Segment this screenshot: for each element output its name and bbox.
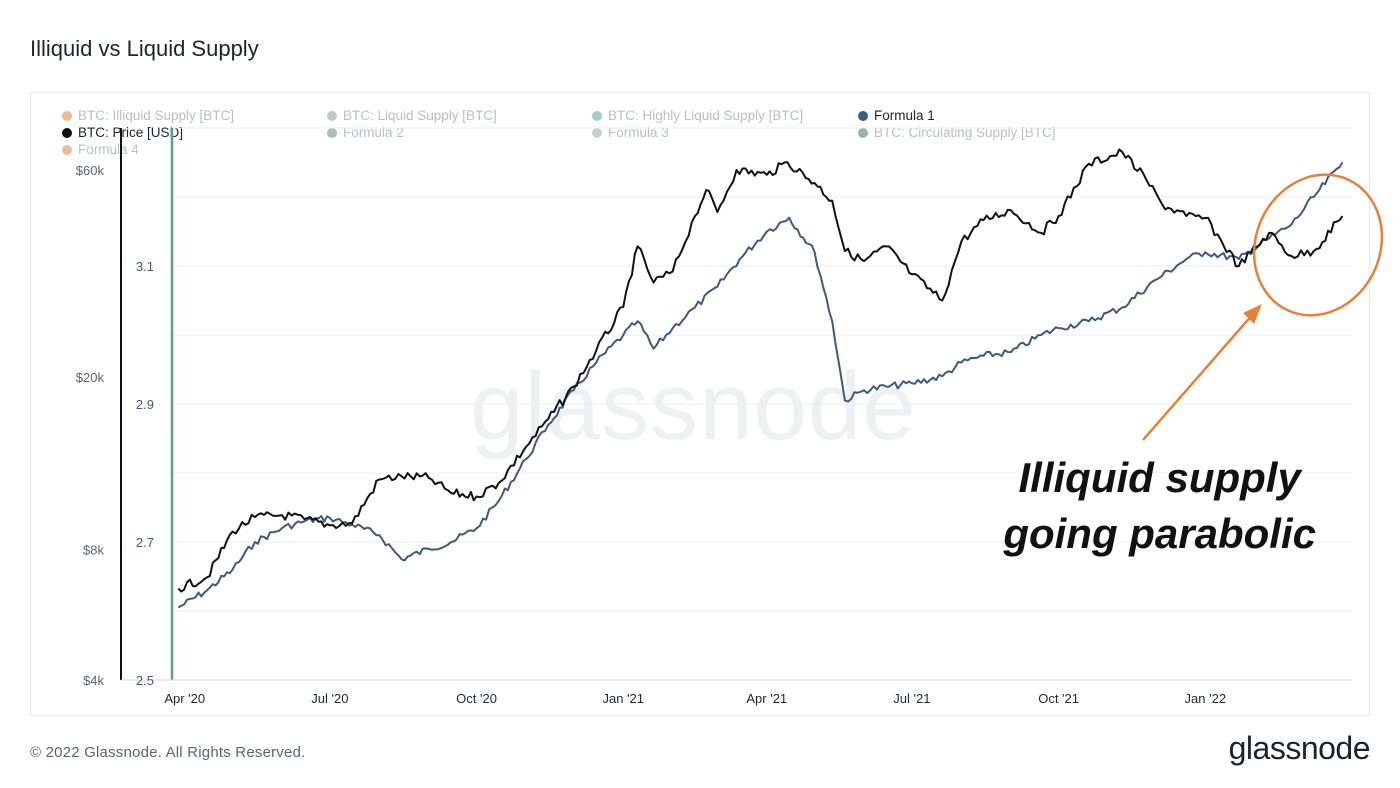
- legend-dot-icon: [858, 127, 868, 138]
- legend-item-formula-3[interactable]: Formula 3: [592, 125, 669, 140]
- annotation-arrow-line: [1142, 313, 1254, 441]
- x-tick-label: Jul '20: [311, 691, 348, 706]
- y-left-tick-label: $20k: [76, 370, 105, 385]
- x-tick-label: Apr '21: [746, 691, 787, 706]
- footer-copyright: © 2022 Glassnode. All Rights Reserved.: [30, 744, 306, 761]
- legend-label: BTC: Highly Liquid Supply [BTC]: [608, 108, 804, 123]
- legend-label: BTC: Illiquid Supply [BTC]: [78, 108, 235, 123]
- legend-item-formula-2[interactable]: Formula 2: [327, 125, 404, 140]
- annotation-line-1: Illiquid supply: [1018, 454, 1301, 501]
- annotation-ellipse: [1252, 173, 1384, 317]
- annotation-arrow-head: [1243, 304, 1262, 324]
- x-tick-label: Apr '20: [164, 691, 205, 706]
- legend-dot-icon: [62, 144, 72, 155]
- legend-dot-icon: [592, 110, 602, 121]
- legend-item-formula-4[interactable]: Formula 4: [62, 142, 139, 157]
- legend-dot-icon: [858, 110, 868, 121]
- y-right-tick-label: 2.9: [136, 397, 154, 412]
- legend-item-liquid-supply[interactable]: BTC: Liquid Supply [BTC]: [327, 108, 497, 123]
- legend-dot-icon: [62, 127, 72, 138]
- series-line-btc-price: [177, 148, 1344, 593]
- legend-label: BTC: Price [USD]: [78, 125, 184, 140]
- x-tick-label: Jan '21: [603, 691, 645, 706]
- legend-item-formula-1[interactable]: Formula 1: [858, 108, 935, 123]
- series-line-formula-1: [177, 161, 1344, 609]
- legend-item-illiquid-supply[interactable]: BTC: Illiquid Supply [BTC]: [62, 108, 234, 123]
- legend-item-btc-price[interactable]: BTC: Price [USD]: [62, 125, 183, 140]
- annotation-line-2: going parabolic: [1003, 510, 1316, 557]
- annotation-text: Illiquid supply going parabolic: [1003, 450, 1316, 562]
- legend-label: Formula 3: [608, 125, 669, 140]
- legend-dot-icon: [327, 110, 337, 121]
- y-left-tick-label: $4k: [83, 673, 104, 688]
- y-right-tick-label: 2.7: [136, 535, 154, 550]
- legend-item-circulating-supply[interactable]: BTC: Circulating Supply [BTC]: [858, 125, 1056, 140]
- y-right-tick-label: 2.5: [136, 673, 154, 688]
- legend-label: BTC: Liquid Supply [BTC]: [343, 108, 497, 123]
- legend-dot-icon: [62, 110, 72, 121]
- legend-item-highly-liquid-supply[interactable]: BTC: Highly Liquid Supply [BTC]: [592, 108, 803, 123]
- legend-label: BTC: Circulating Supply [BTC]: [874, 125, 1056, 140]
- x-tick-label: Jul '21: [893, 691, 930, 706]
- y-right-tick-label: 3.1: [136, 259, 154, 274]
- y-left-tick-label: $8k: [83, 542, 104, 557]
- x-tick-label: Jan '22: [1185, 691, 1227, 706]
- x-tick-label: Oct '20: [456, 691, 497, 706]
- legend-label: Formula 2: [343, 125, 404, 140]
- y-left-tick-label: $60k: [76, 163, 105, 178]
- glassnode-logo[interactable]: glassnode: [1228, 730, 1371, 766]
- legend-label: Formula 1: [874, 108, 935, 123]
- legend-dot-icon: [592, 127, 602, 138]
- page-title: Illiquid vs Liquid Supply: [30, 36, 259, 61]
- legend-dot-icon: [327, 127, 337, 138]
- legend-label: Formula 4: [78, 142, 139, 157]
- x-tick-label: Oct '21: [1038, 691, 1079, 706]
